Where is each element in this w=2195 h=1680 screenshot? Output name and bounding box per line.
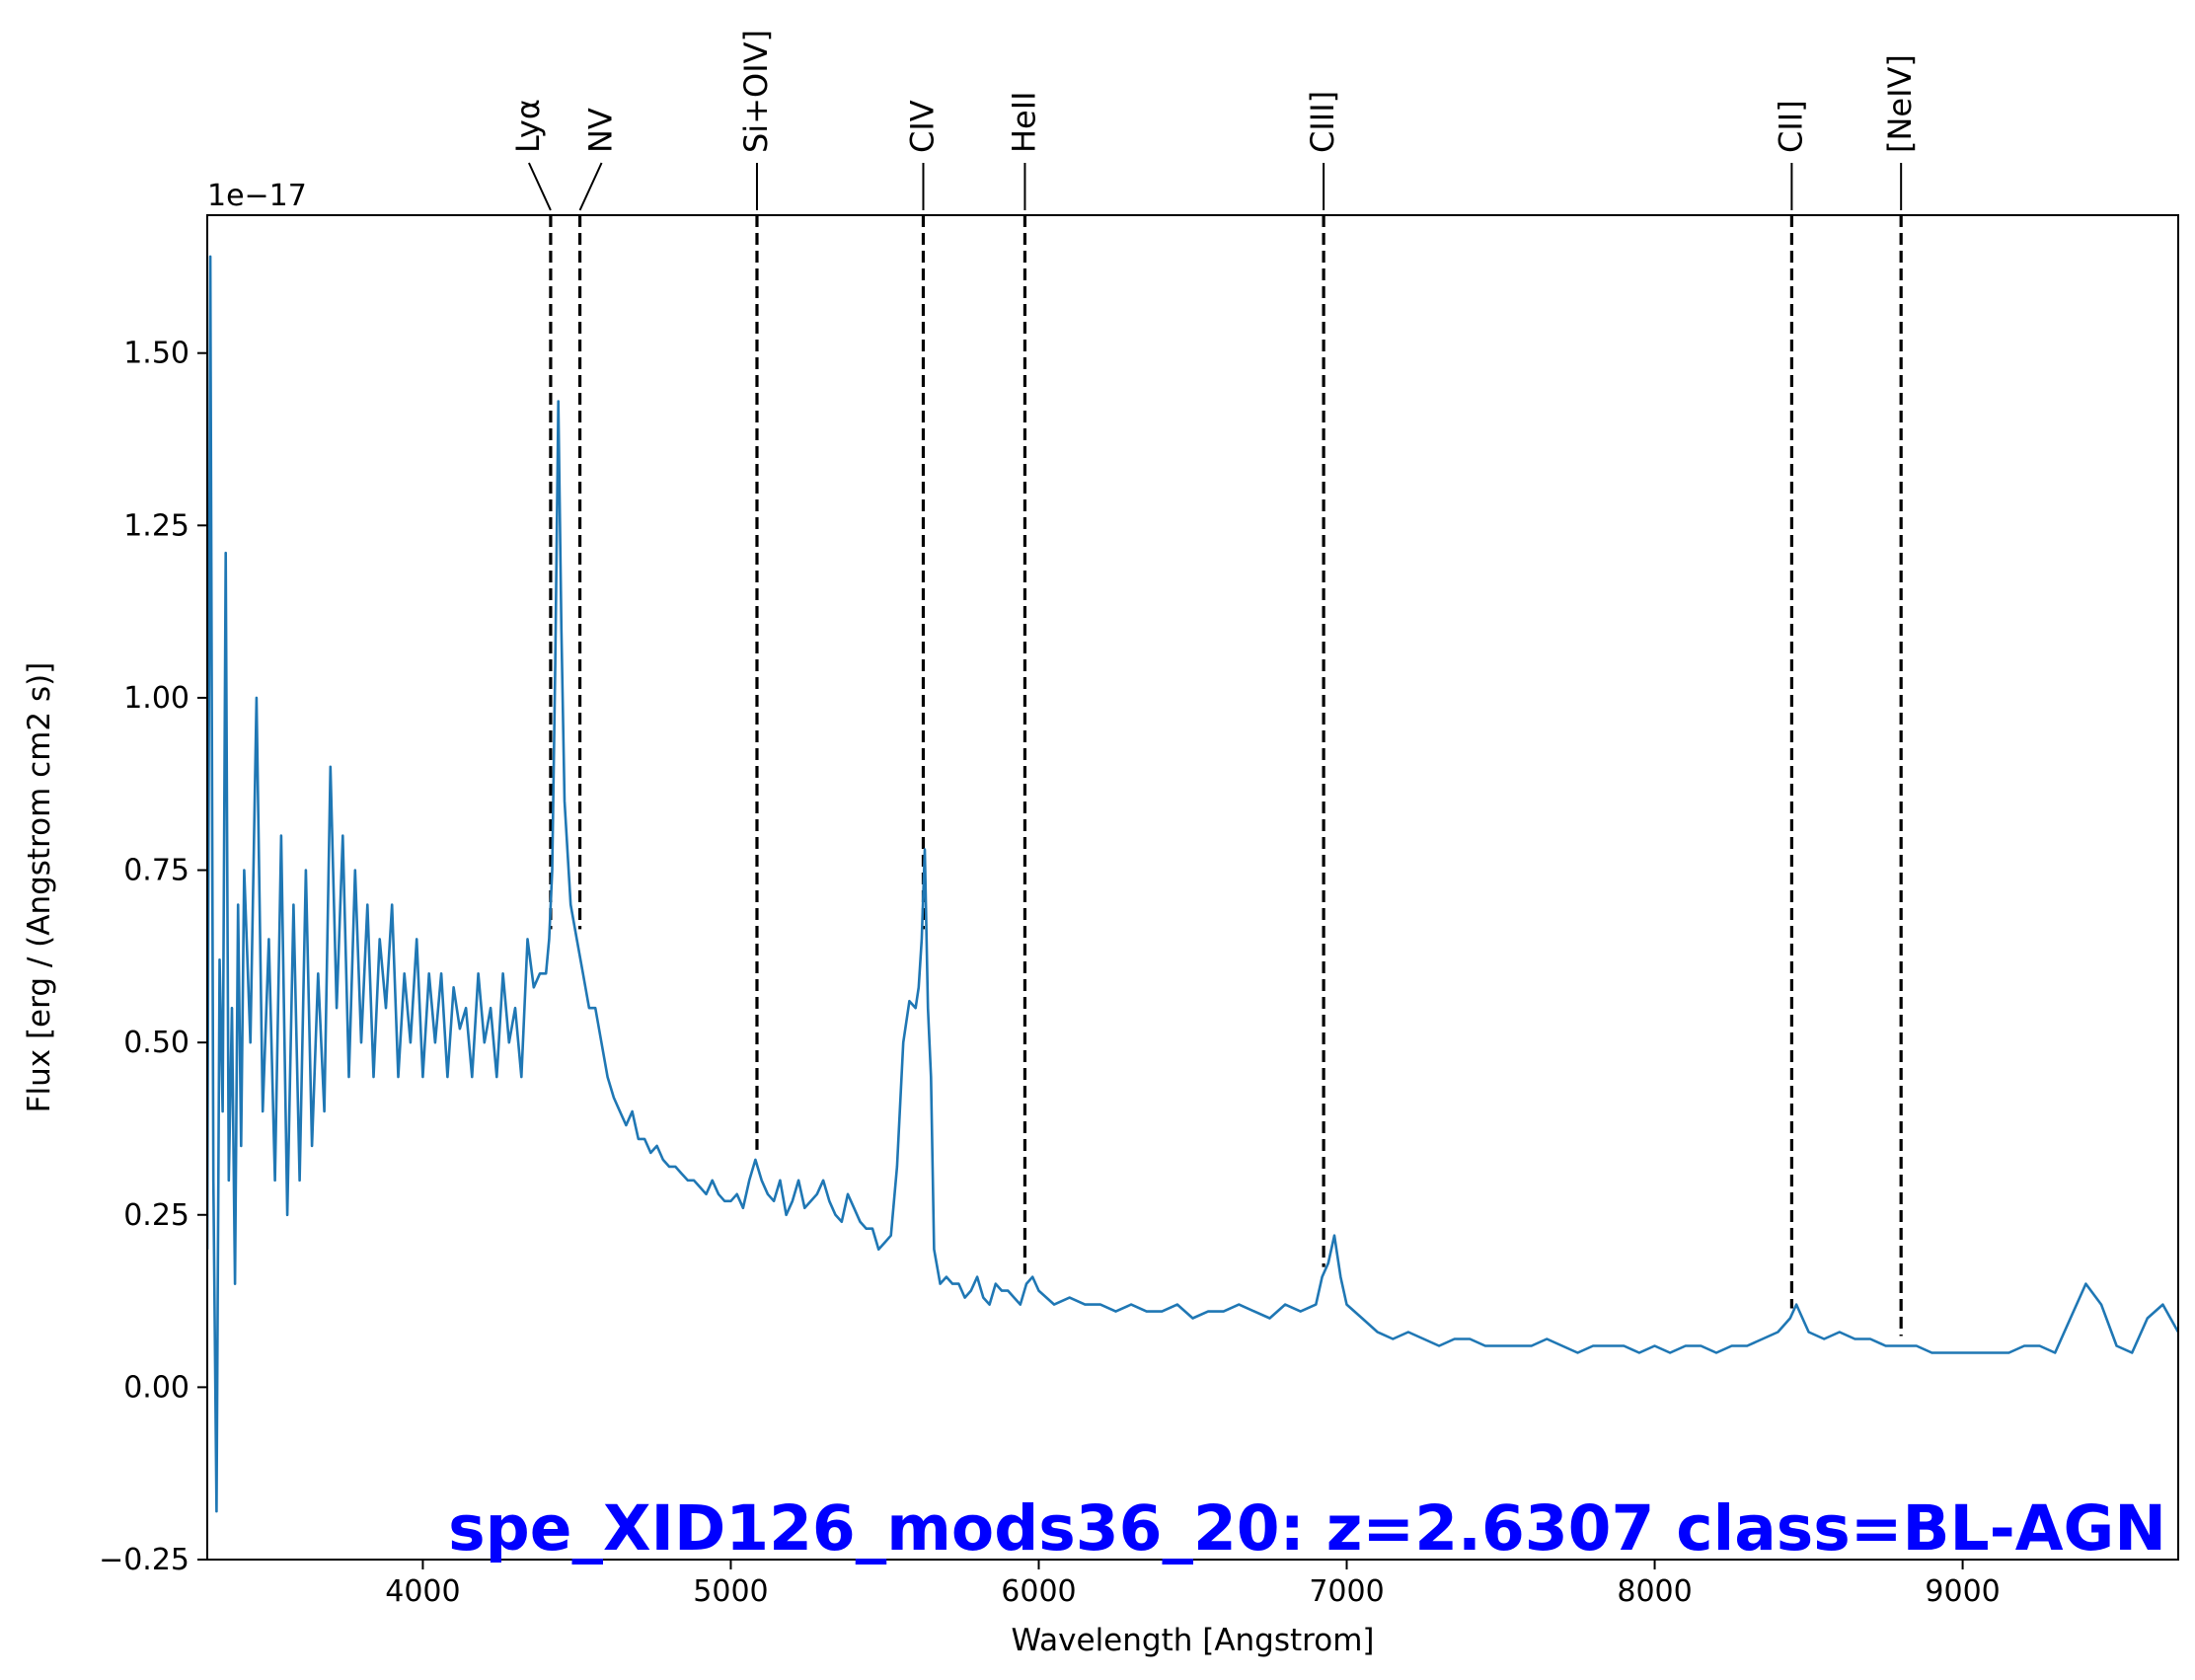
emission-line-label: Lyα [509, 99, 547, 153]
y-tick-label: 0.50 [123, 1026, 189, 1060]
emission-line-label: HeII [1005, 91, 1042, 153]
emission-line-label: CIV [903, 100, 941, 153]
emission-line-label: Si+OIV] [737, 30, 775, 153]
spectrum-series-line [207, 255, 2178, 1513]
plot-area [207, 255, 2178, 1513]
axes-frame [206, 214, 2179, 1561]
x-tick-label: 9000 [1925, 1574, 2000, 1609]
x-tick-label: 5000 [693, 1574, 768, 1609]
x-tick-label: 6000 [1001, 1574, 1076, 1609]
y-tick-label: 1.00 [123, 681, 189, 716]
x-axis-ticks: 4000 5000 6000 7000 8000 9000 [385, 1560, 2001, 1609]
chart-title: spe_XID126_mods36_20: z=2.6307 class=BL-… [448, 1492, 2166, 1565]
emission-line-label: CIII] [1304, 91, 1341, 153]
y-tick-label: 1.50 [123, 337, 189, 371]
x-axis-label: Wavelength [Angstrom] [1011, 1623, 1374, 1658]
line-markers: Lyα NV Si+OIV] CIV HeII CIII] CII] [NeIV] [509, 30, 1919, 1336]
y-tick-label: 0.00 [123, 1370, 189, 1405]
emission-line-label: NV [582, 108, 620, 153]
y-axis-label: Flux [erg / (Angstrom cm2 s)] [22, 662, 57, 1113]
y-axis-ticks: −0.25 0.00 0.25 0.50 0.75 1.00 1.25 1.50 [99, 337, 207, 1577]
y-axis-offset-label: 1e−17 [207, 179, 307, 213]
emission-line-label: CII] [1772, 100, 1809, 153]
y-tick-label: 1.25 [123, 508, 189, 543]
emission-label-connector [578, 162, 603, 211]
y-tick-label: 0.75 [123, 854, 189, 888]
y-tick-label: −0.25 [99, 1543, 189, 1577]
x-tick-label: 4000 [385, 1574, 460, 1609]
emission-label-connector [528, 162, 552, 211]
x-tick-label: 7000 [1309, 1574, 1384, 1609]
x-tick-label: 8000 [1617, 1574, 1692, 1609]
emission-line-label: [NeIV] [1881, 54, 1919, 153]
y-tick-label: 0.25 [123, 1198, 189, 1233]
